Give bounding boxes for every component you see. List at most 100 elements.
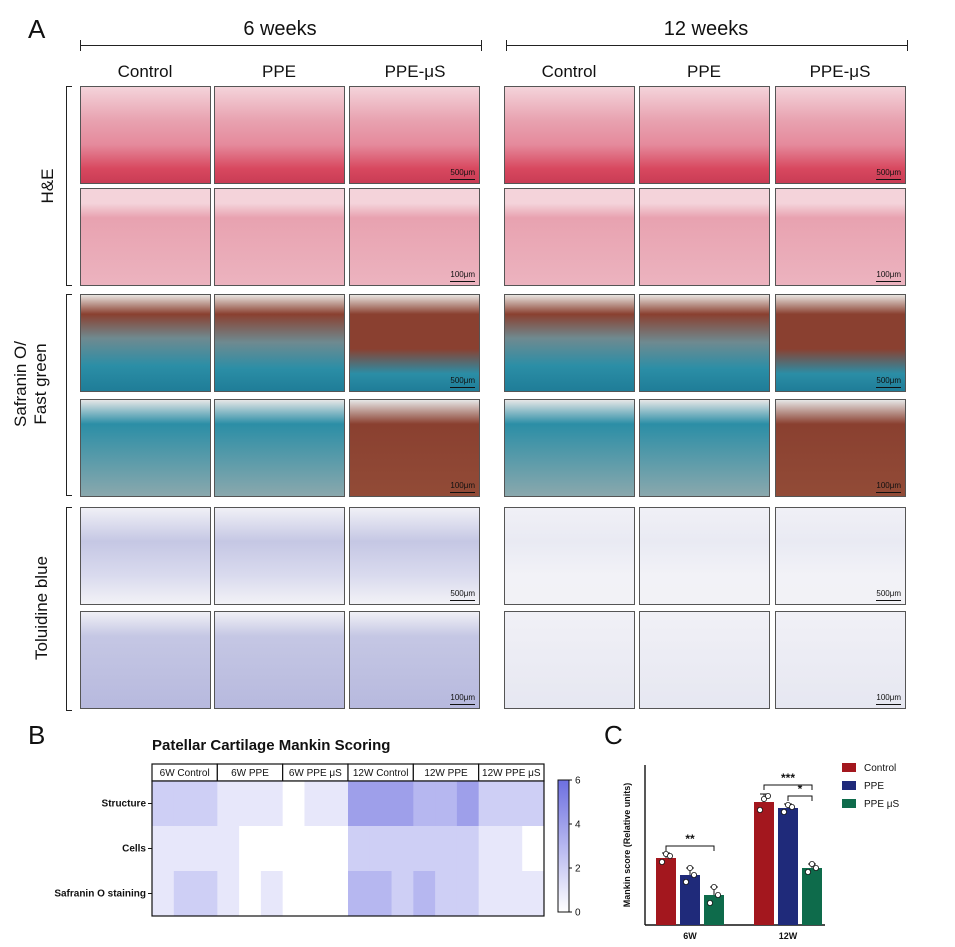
heatmap-cell: [282, 826, 305, 872]
heatmap-cell: [195, 781, 218, 827]
heatmap-cell: [456, 781, 480, 827]
column-label-6w-ppe-us: PPE-μS: [384, 62, 446, 81]
data-point: [687, 865, 694, 872]
heatmap-cell: [326, 871, 349, 917]
colorbar-tick-label: 0: [575, 908, 581, 919]
heatmap-cell: [522, 826, 545, 872]
heatmap-cell: [260, 871, 284, 917]
column-label-12w-control: Control: [541, 62, 597, 81]
heatmap-colorbar: [557, 779, 570, 913]
heatmap-cell: [152, 781, 175, 827]
column-label-12w-ppe: PPE: [686, 62, 722, 81]
data-point: [808, 861, 815, 868]
bracket-12-weeks: [506, 40, 908, 51]
heatmap-cell: [239, 871, 262, 917]
heatmap-cell: [195, 826, 218, 872]
heatmap-cell: [304, 781, 327, 827]
legend-swatch: [842, 781, 856, 790]
heatmap-cell: [348, 781, 371, 827]
panel-b-letter: B: [28, 720, 46, 750]
micrograph-he-low-6w-ppe-us: 500μm: [349, 86, 480, 184]
micrograph-tol-high-6w-ppe-us: 100μm: [349, 611, 480, 709]
significance-label: *: [798, 782, 803, 796]
micrograph-saf-high-12w-control: [504, 399, 635, 497]
data-point: [691, 872, 698, 879]
data-point: [707, 899, 714, 906]
time-label-6-weeks: 6 weeks: [243, 18, 317, 40]
scale-bar-label: 100μm: [450, 270, 475, 282]
heatmap-cell: [348, 826, 371, 872]
scale-bar-label: 500μm: [450, 589, 475, 601]
scale-bar-label: 500μm: [876, 589, 901, 601]
micrograph-saf-high-6w-ppe: [214, 399, 345, 497]
bar: [778, 808, 798, 925]
mankin-heatmap: 6W Control 6W PPE 6W PPE μS 12W Control 12W …: [54, 763, 581, 919]
heatmap-cell: [217, 781, 240, 827]
micrograph-tol-high-6w-control: [80, 611, 211, 709]
scale-bar-label: 500μm: [450, 376, 475, 388]
heatmap-cell: [478, 871, 501, 917]
bar: [704, 895, 724, 925]
heatmap-cell: [173, 781, 197, 827]
micrograph-saf-low-6w-ppe: [214, 294, 345, 392]
micrograph-he-low-6w-control: [80, 86, 211, 184]
micrograph-he-high-6w-ppe: [214, 188, 345, 286]
heatmap-group-label: 12W Control: [353, 768, 409, 779]
heatmap-cell: [413, 781, 436, 827]
heatmap-cell: [522, 781, 545, 827]
scale-bar-label: 100μm: [450, 693, 475, 705]
heatmap-cell: [152, 871, 175, 917]
micrograph-saf-low-12w-control: [504, 294, 635, 392]
micrograph-tol-low-6w-ppe-us: 500μm: [349, 507, 480, 605]
heatmap-cell: [391, 826, 414, 872]
legend-label: PPE μS: [864, 799, 900, 810]
heatmap-cell: [282, 781, 305, 827]
data-point: [715, 891, 722, 898]
micrograph-saf-low-12w-ppe: [639, 294, 770, 392]
heatmap-cell: [173, 826, 197, 872]
micrograph-tol-high-12w-ppe: [639, 611, 770, 709]
heatmap-cell: [391, 781, 414, 827]
heatmap-cell: [152, 826, 175, 872]
heatmap-cell: [369, 826, 393, 872]
heatmap-cell: [435, 826, 458, 872]
time-label-12-weeks: 12 weeks: [663, 18, 749, 40]
heatmap-cell: [435, 781, 458, 827]
legend-label: PPE: [864, 781, 884, 792]
heatmap-cell: [326, 781, 349, 827]
heatmap-cell: [369, 781, 393, 827]
y-axis-label: Mankin score (Relative units): [622, 783, 632, 908]
micrograph-tol-high-6w-ppe: [214, 611, 345, 709]
heatmap-cell: [217, 871, 240, 917]
panel-a-letter: A: [28, 14, 46, 44]
heatmap-title: Patellar Cartilage Mankin Scoring: [152, 737, 391, 754]
micrograph-saf-high-6w-control: [80, 399, 211, 497]
scale-bar-label: 100μm: [876, 693, 901, 705]
significance-bracket: [665, 845, 715, 851]
heatmap-row-label: Cells: [122, 844, 146, 855]
heatmap-cell: [304, 871, 327, 917]
colorbar-tick-label: 4: [575, 820, 581, 831]
x-tick-label: 12W: [779, 931, 798, 941]
micrograph-he-low-12w-control: [504, 86, 635, 184]
heatmap-group-label: 6W Control: [160, 768, 210, 779]
row-bracket-he: [66, 86, 72, 286]
scale-bar-label: 500μm: [876, 376, 901, 388]
heatmap-group-label: 12W PPE: [424, 768, 468, 779]
heatmap-group-label: 6W PPE μS: [289, 768, 342, 779]
mankin-bar-chart: Mankin score (Relative units)6W 12W******…: [622, 763, 900, 941]
micrograph-he-high-12w-control: [504, 188, 635, 286]
micrograph-he-high-6w-control: [80, 188, 211, 286]
data-point: [659, 859, 666, 866]
data-point: [788, 804, 795, 811]
significance-label: **: [685, 832, 695, 846]
colorbar-tick-label: 2: [575, 864, 581, 875]
heatmap-cell: [391, 871, 414, 917]
heatmap-cell: [282, 871, 305, 917]
scale-bar-label: 100μm: [876, 270, 901, 282]
micrograph-tol-high-12w-control: [504, 611, 635, 709]
bar: [656, 858, 676, 925]
micrograph-saf-high-12w-ppe-us: 100μm: [775, 399, 906, 497]
row-bracket-safranin: [66, 294, 72, 496]
micrograph-saf-low-6w-control: [80, 294, 211, 392]
